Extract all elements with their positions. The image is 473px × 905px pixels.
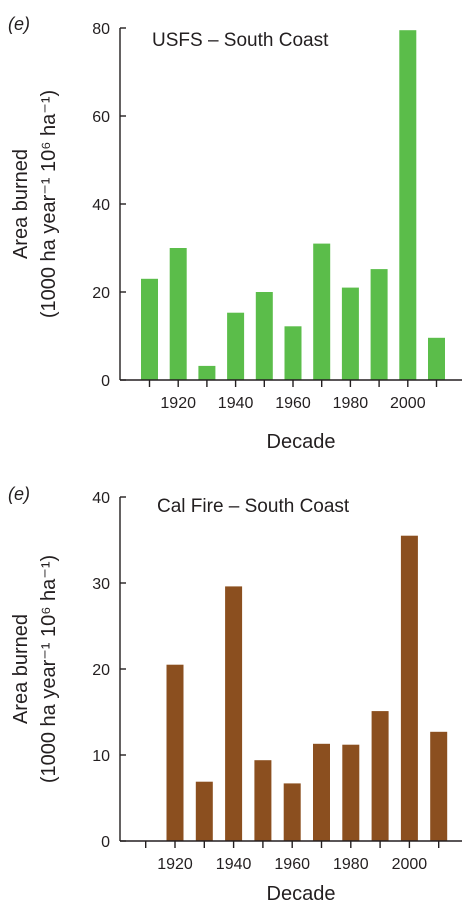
x-axis-title: Decade bbox=[267, 883, 336, 905]
y-axis-title-line1: Area burned bbox=[10, 614, 32, 724]
bar-1930 bbox=[198, 365, 216, 380]
y-tick-label-20: 20 bbox=[92, 662, 110, 679]
bar-1960 bbox=[283, 783, 301, 841]
x-axis-title: Decade bbox=[267, 431, 336, 453]
y-axis-title-line2: (1000 ha year⁻¹ 10⁶ ha⁻¹) bbox=[38, 90, 60, 318]
y-tick-label-0: 0 bbox=[101, 834, 110, 851]
y-tick-label-80: 80 bbox=[92, 21, 110, 38]
bar-1920 bbox=[169, 248, 187, 380]
bar-1940 bbox=[225, 586, 243, 841]
chart-panel-1: 0 20 40 60 80 1920 1940 1960 1980 2000 (e) USFS – S… bbox=[8, 14, 462, 453]
y-tick-label-40: 40 bbox=[92, 197, 110, 214]
y-tick-label-60: 60 bbox=[92, 109, 110, 126]
bar-2010 bbox=[430, 731, 448, 841]
y-tick-label-20: 20 bbox=[92, 285, 110, 302]
x-tick-label-2000: 2000 bbox=[392, 856, 428, 873]
panel-letter: (e) bbox=[8, 484, 30, 504]
x-tick-label-1960: 1960 bbox=[275, 395, 311, 412]
x-tick-label-1980: 1980 bbox=[333, 856, 369, 873]
x-tick-label-1960: 1960 bbox=[274, 856, 310, 873]
bar-2010 bbox=[428, 337, 445, 380]
y-tick-label-0: 0 bbox=[101, 373, 110, 390]
bar-1940 bbox=[227, 312, 245, 380]
bar-1970 bbox=[313, 243, 331, 380]
x-tick-label-1940: 1940 bbox=[218, 395, 254, 412]
x-tick-label-1920: 1920 bbox=[157, 856, 193, 873]
bar-1950 bbox=[254, 760, 272, 841]
x-tick-label-2000: 2000 bbox=[390, 395, 426, 412]
x-tick-label-1920: 1920 bbox=[160, 395, 196, 412]
bar-1980 bbox=[342, 744, 360, 841]
chart-title: Cal Fire – South Coast bbox=[157, 496, 350, 517]
bar-1980 bbox=[341, 287, 359, 380]
bar-1950 bbox=[255, 292, 273, 380]
y-tick-label-40: 40 bbox=[92, 490, 110, 507]
bar-1910 bbox=[141, 278, 158, 380]
y-axis-title-line1: Area burned bbox=[10, 149, 32, 259]
bar-1990 bbox=[371, 711, 389, 841]
bar-1930 bbox=[195, 781, 213, 841]
chart-panel-2: 0 10 20 30 40 1920 1940 1960 1980 2000 (e) Cal Fire… bbox=[8, 484, 462, 905]
x-tick-label-1980: 1980 bbox=[333, 395, 369, 412]
bar-1920 bbox=[166, 664, 184, 841]
y-tick-label-30: 30 bbox=[92, 576, 110, 593]
chart-title: USFS – South Coast bbox=[152, 30, 329, 51]
y-axis-title-line2: (1000 ha year⁻¹ 10⁶ ha⁻¹) bbox=[38, 555, 60, 783]
bar-1990 bbox=[370, 269, 388, 380]
y-tick-label-10: 10 bbox=[92, 748, 110, 765]
bar-2000 bbox=[400, 535, 418, 841]
bar-1960 bbox=[284, 326, 302, 380]
bar-1970 bbox=[313, 743, 330, 841]
x-tick-label-1940: 1940 bbox=[216, 856, 252, 873]
bar-2000 bbox=[399, 30, 417, 380]
panel-letter: (e) bbox=[8, 14, 30, 34]
